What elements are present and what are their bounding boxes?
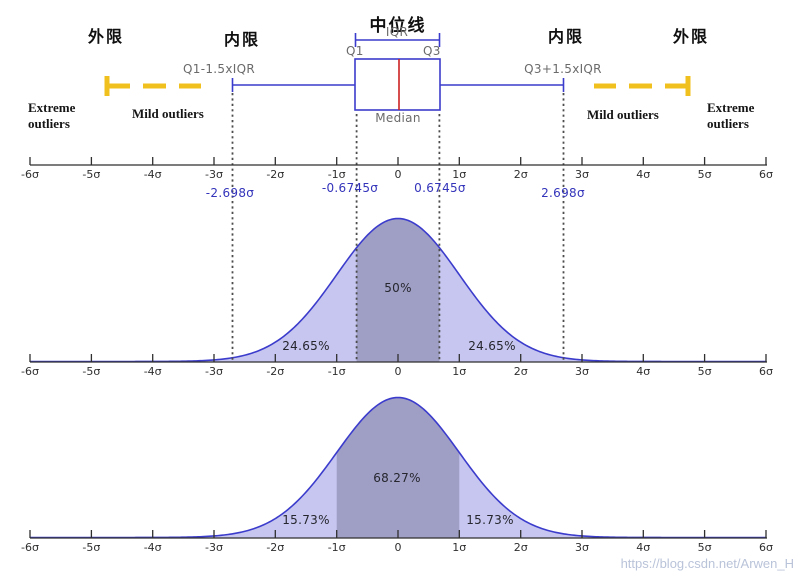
axis-tick-label: -4σ bbox=[143, 168, 162, 181]
median-line-title: 中位线 bbox=[369, 16, 427, 35]
axis-tick-label: -2σ bbox=[266, 541, 285, 554]
axis-tick-label: 1σ bbox=[452, 541, 467, 554]
axis-tick-label: 1σ bbox=[452, 168, 467, 181]
inner-limit-left-label: 内限 bbox=[224, 32, 261, 49]
region-50pct-label: 50% bbox=[384, 281, 412, 295]
axis-tick-label: -3σ bbox=[205, 365, 223, 378]
watermark-url: https://blog.csdn.net/Arwen_H bbox=[620, 556, 794, 571]
axis-tick-label: -3σ bbox=[205, 168, 223, 181]
axis-tick-label: -1σ bbox=[327, 541, 346, 554]
region-1573pct-right-label: 15.73% bbox=[466, 513, 514, 527]
region-1573pct-left-label: 15.73% bbox=[282, 513, 330, 527]
region-2465pct-left-label: 24.65% bbox=[282, 339, 330, 353]
outer-limit-right-label: 外限 bbox=[673, 29, 710, 46]
bell-curves-layer bbox=[30, 217, 766, 539]
bell-fill-center bbox=[336, 397, 460, 538]
q3-label: Q3 bbox=[423, 44, 441, 58]
axis-tick-label: -5σ bbox=[82, 365, 101, 378]
region-2465pct-right-label: 24.65% bbox=[468, 339, 516, 353]
iqr-label: IQR bbox=[385, 25, 409, 39]
axis-tick-label: -2σ bbox=[266, 168, 285, 181]
axis-tick-label: 0 bbox=[394, 365, 402, 378]
axis-tick-label: 0 bbox=[394, 168, 402, 181]
axis-tick-label: 2σ bbox=[513, 365, 528, 378]
axis-tick-label: 4σ bbox=[636, 365, 651, 378]
axis-tick-label: -2σ bbox=[266, 365, 285, 378]
mild-outliers-left-label: Mild outliers bbox=[132, 106, 204, 121]
axis-tick-label: 3σ bbox=[575, 365, 589, 378]
upper-fence-label: Q3+1.5xIQR bbox=[524, 62, 602, 76]
boundary-lines-layer bbox=[231, 93, 565, 361]
axis-tick-label: 3σ bbox=[575, 168, 589, 181]
axis-tick-label: 2σ bbox=[513, 541, 528, 554]
axis-tick-label: 6σ bbox=[759, 365, 773, 378]
boxplot-shapes-layer bbox=[104, 33, 691, 111]
axis-tick-label: -5σ bbox=[82, 541, 101, 554]
axis-tick-label: -4σ bbox=[143, 365, 162, 378]
sigma-marker-pos-2698: 2.698σ bbox=[541, 186, 585, 200]
axis-tick-label: 5σ bbox=[697, 168, 712, 181]
boxplot-box bbox=[354, 58, 441, 111]
axis-tick-label: -6σ bbox=[21, 168, 39, 181]
bell-curve bbox=[30, 396, 766, 539]
axis-tick-label: -6σ bbox=[21, 541, 39, 554]
sigma-marker-neg-2698: -2.698σ bbox=[205, 186, 255, 200]
axes-layer bbox=[29, 157, 767, 539]
axis-tick-label: -1σ bbox=[327, 365, 346, 378]
axis-tick-label: 2σ bbox=[513, 168, 528, 181]
outer-limit-left-label: 外限 bbox=[88, 29, 125, 46]
lower-fence-label: Q1-1.5xIQR bbox=[183, 62, 255, 76]
axis-tick-label: 4σ bbox=[636, 168, 651, 181]
inner-limit-right-label: 内限 bbox=[548, 29, 585, 46]
mild-outliers-right-label: Mild outliers bbox=[587, 107, 659, 122]
median-label: Median bbox=[375, 111, 421, 125]
sigma-marker-neg-06745: -0.6745σ bbox=[321, 181, 379, 195]
axis-tick-label: 5σ bbox=[697, 365, 712, 378]
axis-tick-label: -1σ bbox=[327, 168, 346, 181]
axis-tick-label: -3σ bbox=[205, 541, 223, 554]
axis-tick-label: 6σ bbox=[759, 541, 773, 554]
region-6827pct-label: 68.27% bbox=[373, 471, 421, 485]
axis-tick-label: 4σ bbox=[636, 541, 651, 554]
bell-fill-center bbox=[356, 218, 440, 362]
axis-tick-label: -4σ bbox=[143, 541, 162, 554]
axis-tick-label: -5σ bbox=[82, 168, 101, 181]
axis-tick-label: 6σ bbox=[759, 168, 773, 181]
axis-tick-label: 3σ bbox=[575, 541, 589, 554]
extreme-outliers-left-label: Extreme outliers bbox=[28, 100, 76, 131]
sigma-marker-pos-06745: 0.6745σ bbox=[414, 181, 466, 195]
axis-tick-label: 1σ bbox=[452, 365, 467, 378]
axis-tick-label: 5σ bbox=[697, 541, 712, 554]
axis-tick-label: 0 bbox=[394, 541, 402, 554]
extreme-outliers-right-label: Extreme outliers bbox=[707, 100, 755, 131]
q1-label: Q1 bbox=[346, 44, 364, 58]
axis-tick-label: -6σ bbox=[21, 365, 39, 378]
